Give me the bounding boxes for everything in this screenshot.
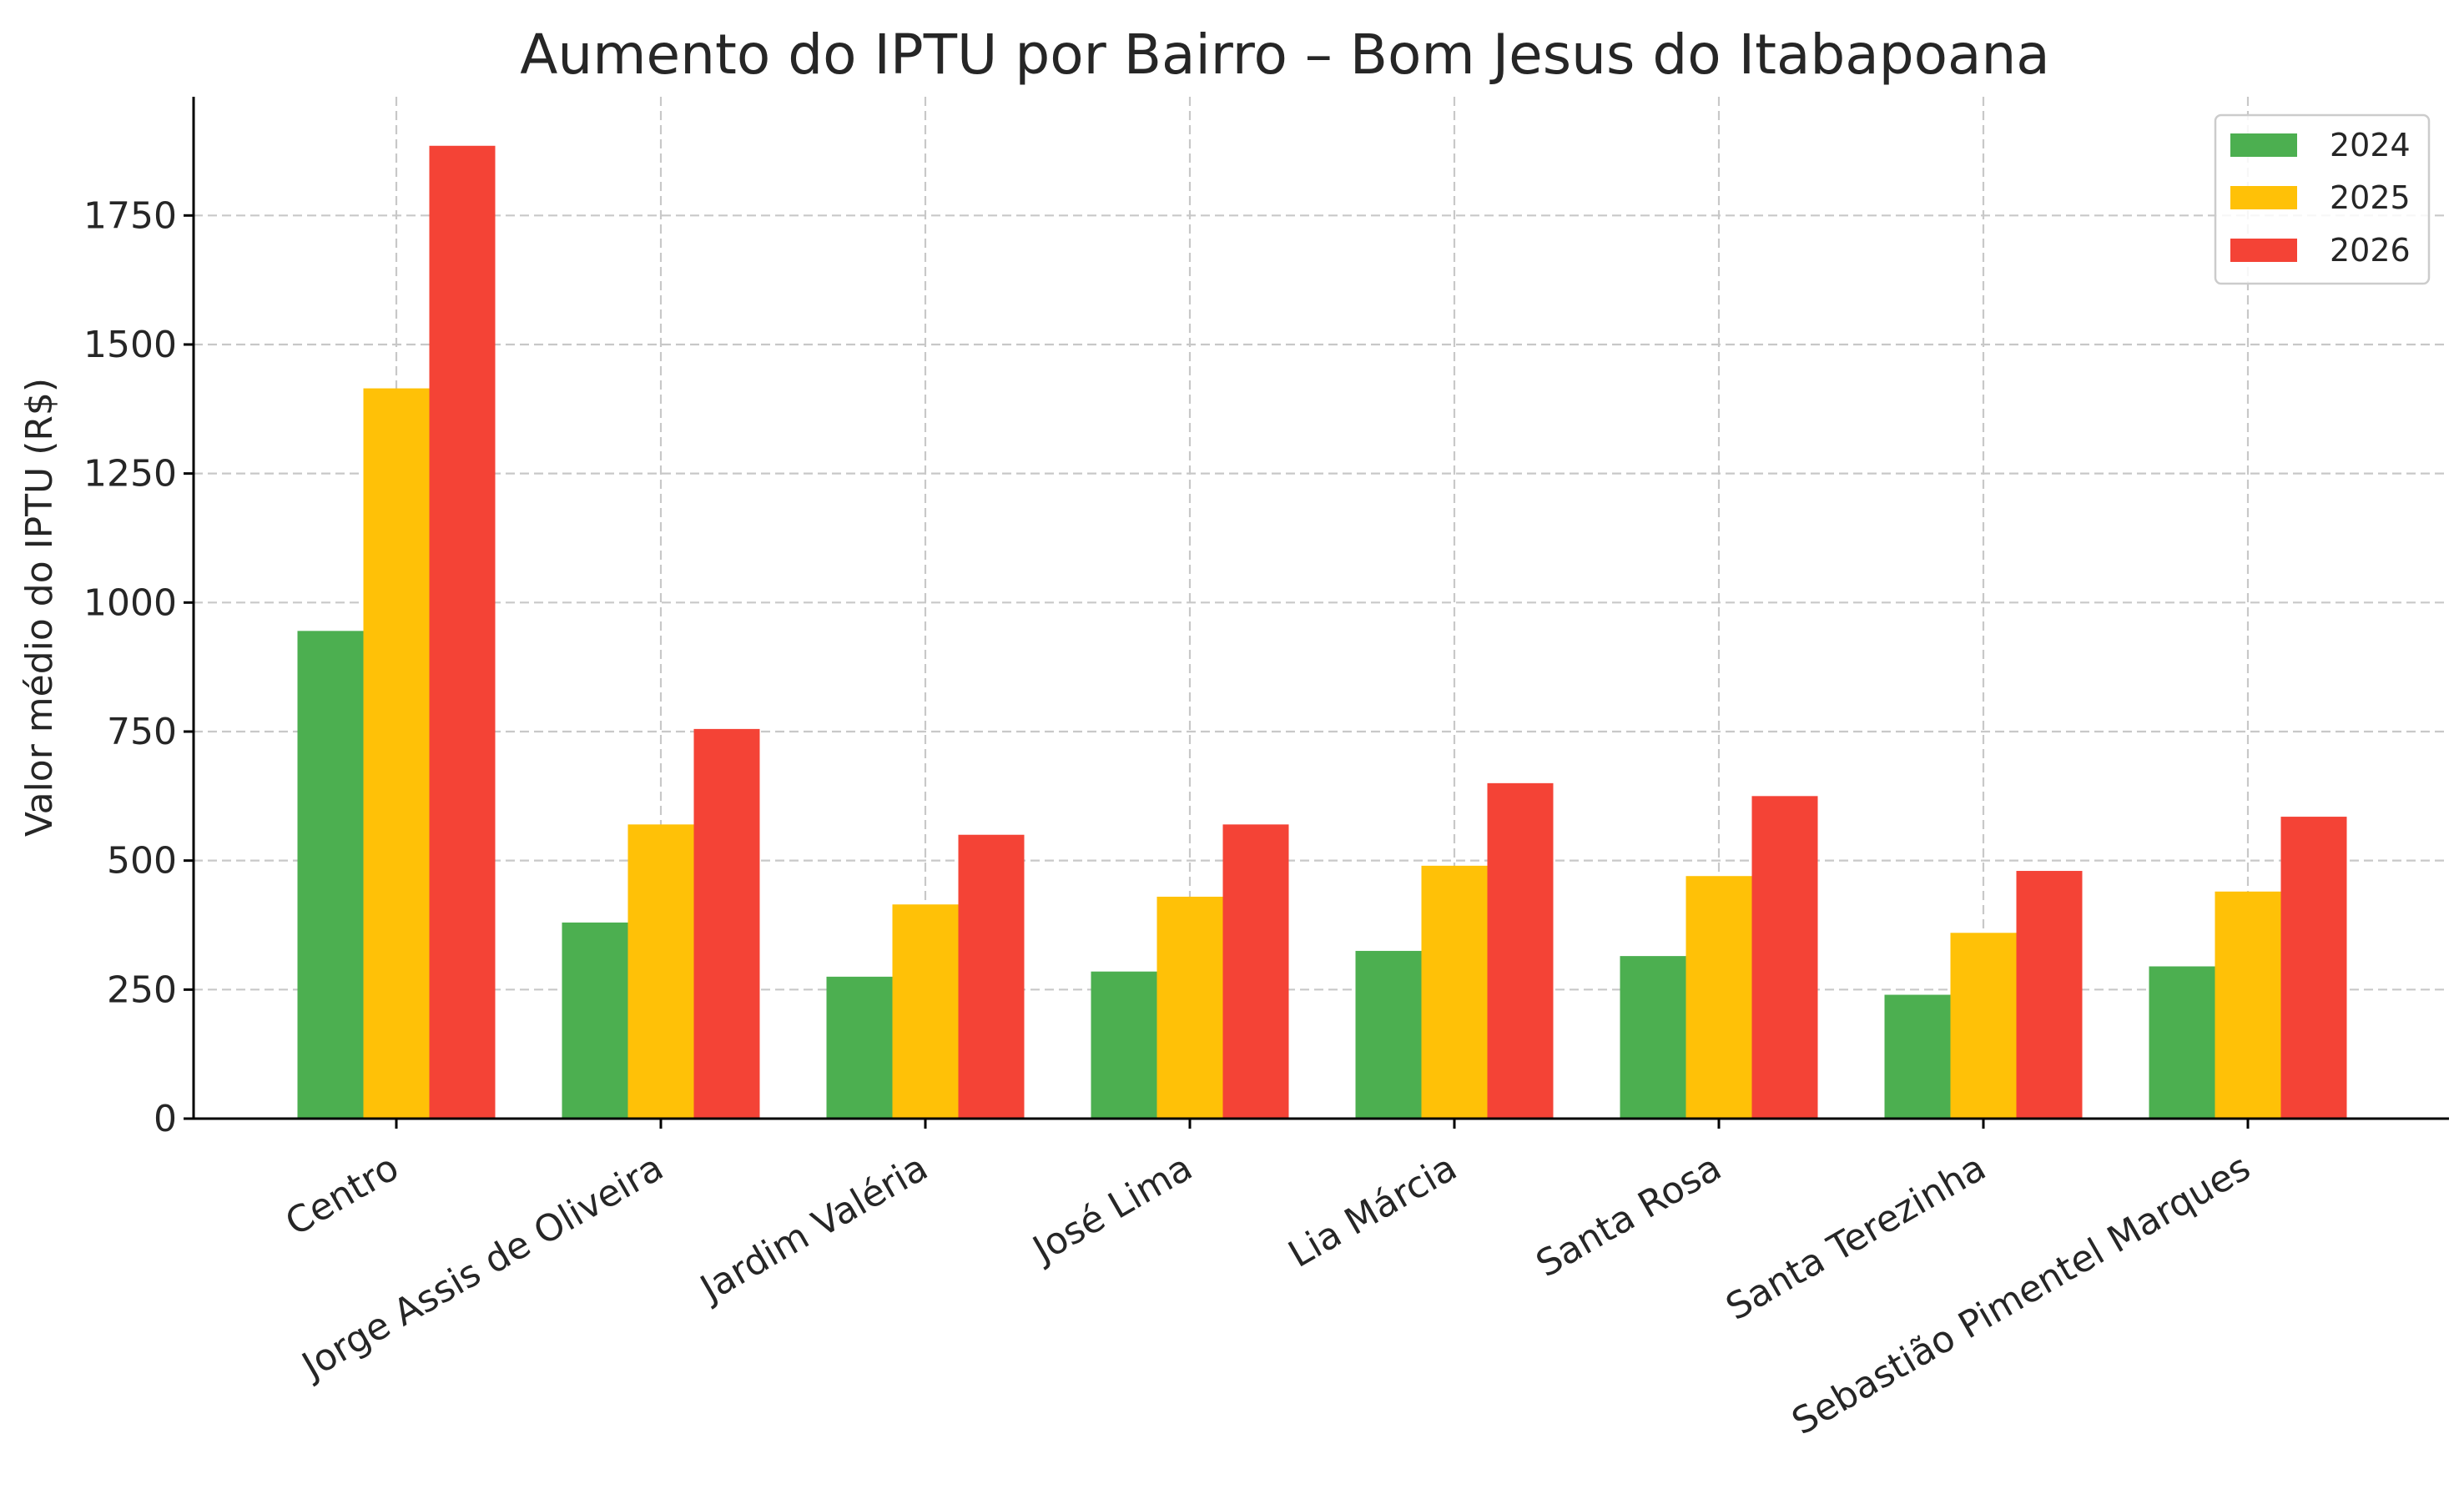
bar-2024	[297, 631, 364, 1119]
bar-2025	[1421, 865, 1488, 1119]
y-tick-label: 0	[154, 1098, 177, 1140]
bar-2025	[1685, 876, 1752, 1119]
bar-2025	[892, 904, 959, 1119]
x-tick-label: Centro	[279, 1146, 406, 1245]
legend-swatch-2024	[2230, 133, 2297, 157]
bar-2026	[1487, 782, 1554, 1119]
bar-2026	[693, 728, 760, 1119]
legend-swatch-2026	[2230, 239, 2297, 262]
y-tick-label: 500	[107, 840, 177, 883]
bar-2026	[2280, 817, 2347, 1119]
axes-layer	[192, 97, 2449, 1120]
y-tick-label: 1250	[83, 453, 177, 495]
y-tick-label: 1000	[83, 581, 177, 624]
bar-2024	[1091, 971, 1157, 1119]
legend-label-2026: 2026	[2330, 232, 2411, 269]
chart-title: Aumento do IPTU por Bairro – Bom Jesus d…	[520, 23, 2049, 87]
bar-2025	[1950, 933, 2017, 1119]
bar-2024	[826, 976, 893, 1119]
bar-2025	[363, 388, 430, 1119]
bar-2026	[2016, 871, 2083, 1119]
y-tick-label: 250	[107, 968, 177, 1011]
x-tick-label: Santa Rosa	[1529, 1146, 1729, 1285]
x-tick-label: Santa Terezinha	[1719, 1146, 1993, 1329]
bar-2026	[958, 834, 1025, 1119]
bar-2026	[1222, 824, 1289, 1119]
y-tick-label: 1750	[83, 194, 177, 237]
y-tick-label: 750	[107, 711, 177, 753]
x-tick-label: José Lima	[1024, 1146, 1199, 1272]
bar-2024	[2149, 966, 2215, 1119]
x-tick-label: Jardim Valéria	[692, 1146, 935, 1311]
legend: 2024 2025 2026	[2214, 113, 2431, 285]
y-axis-label: Valor médio do IPTU (R$)	[18, 378, 61, 837]
bar-2024	[562, 922, 628, 1119]
grid-layer	[194, 97, 2449, 1119]
legend-label-2025: 2025	[2330, 179, 2411, 216]
bar-2026	[1751, 796, 1818, 1119]
legend-swatch-2025	[2230, 186, 2297, 209]
legend-label-2024: 2024	[2330, 127, 2411, 163]
bar-2024	[1884, 994, 1951, 1119]
bar-2026	[429, 145, 496, 1119]
x-tick-label: Sebastião Pimentel Marques	[1785, 1146, 2257, 1443]
bar-2025	[2215, 891, 2281, 1119]
bar-2025	[627, 824, 694, 1119]
y-ticks: 0 250 500 750 1000 1250 1500 1750	[83, 194, 194, 1140]
bar-2025	[1156, 896, 1223, 1119]
x-tick-label: Lia Márcia	[1282, 1146, 1464, 1276]
bars-layer	[297, 145, 2347, 1119]
bar-2024	[1620, 956, 1686, 1119]
y-tick-label: 1500	[83, 324, 177, 366]
bar-2024	[1355, 950, 1422, 1119]
